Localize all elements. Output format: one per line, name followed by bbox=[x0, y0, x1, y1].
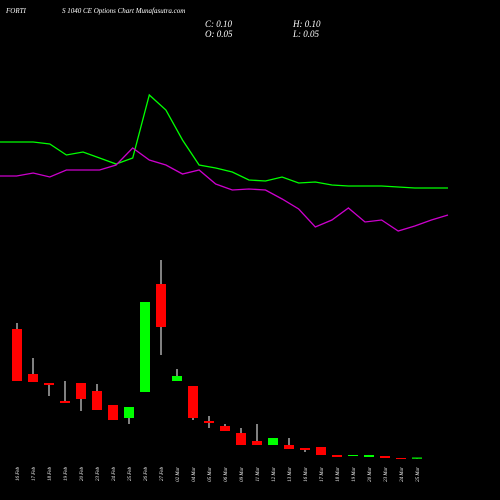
open-stat: O: 0.05 bbox=[205, 29, 233, 39]
overlay-line bbox=[0, 93, 448, 189]
x-tick-label: 16 Mar bbox=[304, 467, 309, 482]
x-tick-label: 24 Mar bbox=[400, 467, 405, 482]
x-tick-label: 04 Mar bbox=[192, 467, 197, 482]
candle-body bbox=[300, 448, 310, 450]
x-tick-label: 02 Mar bbox=[176, 467, 181, 482]
x-tick-label: 12 Mar bbox=[272, 467, 277, 482]
overlay-line bbox=[0, 147, 449, 232]
candle-body bbox=[252, 441, 262, 445]
x-tick-label: 20 Feb bbox=[80, 467, 85, 482]
x-tick-label: 27 Feb bbox=[160, 467, 165, 482]
candle-body bbox=[172, 376, 182, 381]
candle-body bbox=[188, 386, 198, 418]
x-tick-label: 19 Mar bbox=[352, 467, 357, 482]
candle-body bbox=[412, 457, 422, 459]
close-stat: C: 0.10 bbox=[205, 19, 233, 29]
low-stat: L: 0.05 bbox=[292, 29, 320, 39]
candle-body bbox=[204, 421, 214, 423]
candle-body bbox=[220, 426, 230, 431]
candle-body bbox=[316, 447, 326, 455]
x-tick-label: 18 Mar bbox=[336, 467, 341, 482]
x-tick-label: 24 Feb bbox=[112, 467, 117, 482]
candle-body bbox=[348, 455, 358, 456]
candle-body bbox=[44, 383, 54, 385]
candle-body bbox=[396, 458, 406, 459]
x-tick-label: 23 Feb bbox=[96, 467, 101, 482]
x-tick-label: 16 Feb bbox=[16, 467, 21, 482]
candle-body bbox=[108, 405, 118, 420]
candle-body bbox=[12, 329, 22, 381]
candle-body bbox=[28, 374, 38, 382]
candle-body bbox=[92, 391, 102, 410]
x-tick-label: 20 Mar bbox=[368, 467, 373, 482]
title-right: S 1040 CE Options Chart Munafasutra.com bbox=[62, 7, 185, 15]
candle-body bbox=[364, 455, 374, 457]
candle-body bbox=[124, 407, 134, 418]
candle-body bbox=[380, 456, 390, 458]
x-tick-label: 17 Mar bbox=[320, 467, 325, 482]
x-tick-label: 11 Mar bbox=[256, 467, 261, 482]
candle-body bbox=[332, 455, 342, 457]
x-tick-label: 23 Mar bbox=[384, 467, 389, 482]
candle-body bbox=[76, 383, 86, 399]
candle-body bbox=[284, 445, 294, 449]
x-tick-label: 25 Feb bbox=[128, 467, 133, 482]
candle-body bbox=[236, 433, 246, 445]
x-tick-label: 17 Feb bbox=[32, 467, 37, 482]
high-stat: H: 0.10 bbox=[292, 19, 321, 29]
candle-body bbox=[60, 401, 70, 403]
candle-body bbox=[140, 302, 150, 392]
x-tick-label: 26 Feb bbox=[144, 467, 149, 482]
x-tick-label: 06 Mar bbox=[224, 467, 229, 482]
x-tick-label: 09 Mar bbox=[240, 467, 245, 482]
title-left: FORTI bbox=[5, 7, 27, 15]
x-tick-label: 05 Mar bbox=[208, 467, 213, 482]
x-tick-label: 25 Mar bbox=[416, 467, 421, 482]
candle-body bbox=[268, 438, 278, 445]
x-tick-label: 13 Mar bbox=[288, 467, 293, 482]
x-tick-label: 18 Feb bbox=[48, 467, 53, 482]
x-tick-label: 19 Feb bbox=[64, 467, 69, 482]
candle-body bbox=[156, 284, 166, 327]
